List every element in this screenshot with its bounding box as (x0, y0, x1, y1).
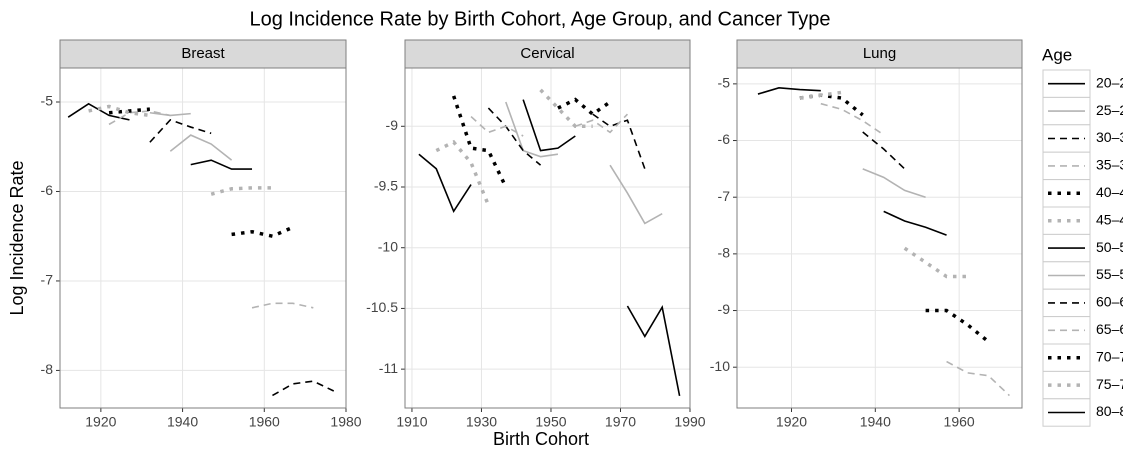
panel-border (736, 67, 1023, 409)
legend-label: 55–59 (1096, 266, 1123, 282)
x-tick-label: 1920 (776, 414, 807, 430)
legend-label: 75–79 (1096, 376, 1123, 392)
x-tick-label: 1970 (605, 414, 636, 430)
y-tick-label: -11 (379, 360, 398, 376)
line (231, 225, 294, 239)
x-tick-label: 1920 (85, 414, 116, 430)
facet-label: Breast (181, 45, 225, 62)
line (149, 111, 191, 117)
line (210, 186, 273, 196)
line (609, 164, 663, 225)
x-tick-label: 1950 (535, 414, 566, 430)
legend-label: 40–44 (1096, 184, 1123, 200)
line (883, 210, 947, 236)
x-axis-label: Birth Cohort (493, 429, 589, 449)
line (108, 110, 171, 126)
legend-label: 80–84 (1096, 403, 1123, 419)
y-tick-label: -9 (386, 117, 399, 133)
line (539, 88, 593, 129)
y-tick-label: -5 (41, 93, 54, 109)
legend-label: 45–49 (1096, 211, 1123, 227)
line (575, 113, 629, 134)
line (190, 159, 253, 170)
line (88, 104, 151, 118)
line (862, 131, 906, 170)
y-tick-label: -10 (710, 358, 730, 374)
legend-label: 25–29 (1096, 102, 1123, 118)
legend-label: 50–54 (1096, 239, 1123, 255)
legend-label: 60–64 (1096, 294, 1123, 310)
line (522, 99, 576, 152)
line (108, 107, 151, 115)
strip (736, 39, 1023, 69)
y-tick-label: -9.5 (374, 178, 398, 194)
y-tick-label: -10.5 (366, 299, 398, 315)
facet-label: Lung (863, 45, 896, 62)
y-axis-label: Log Incidence Rate (7, 160, 27, 315)
plot-background (60, 68, 346, 408)
plot-background (405, 68, 690, 408)
line (757, 87, 821, 95)
line (251, 302, 314, 309)
line (435, 139, 491, 206)
line (470, 115, 524, 137)
legend-label: 30–34 (1096, 129, 1123, 145)
line (149, 118, 212, 143)
line (169, 134, 233, 161)
x-tick-label: 1940 (860, 414, 891, 430)
y-tick-label: -9 (718, 301, 731, 317)
legend-label: 65–69 (1096, 321, 1123, 337)
x-tick-label: 1910 (396, 414, 427, 430)
x-tick-label: 1930 (466, 414, 497, 430)
line (903, 246, 968, 279)
strip (404, 39, 691, 69)
panel-border (59, 67, 347, 409)
y-tick-label: -6 (718, 131, 731, 147)
x-tick-label: 1960 (249, 414, 280, 430)
x-tick-label: 1960 (944, 414, 975, 430)
line (862, 168, 926, 198)
y-tick-label: -7 (718, 188, 731, 204)
strip (59, 39, 347, 69)
line (418, 153, 472, 214)
line (487, 107, 542, 166)
line (557, 97, 612, 117)
legend-label: 70–74 (1096, 348, 1123, 364)
legend-title: Age (1042, 45, 1072, 64)
y-tick-label: -8 (41, 361, 54, 377)
y-tick-label: -5 (718, 75, 731, 91)
panel-border (404, 67, 691, 409)
facet-label: Cervical (520, 45, 574, 62)
plot-background (737, 68, 1022, 408)
x-tick-label: 1980 (330, 414, 361, 430)
legend-label: 35–39 (1096, 157, 1123, 173)
y-tick-label: -6 (41, 182, 54, 198)
x-tick-label: 1990 (674, 414, 705, 430)
y-tick-label: -10 (378, 238, 398, 254)
line (505, 101, 559, 158)
line (799, 90, 843, 100)
chart-title: Log Incidence Rate by Birth Cohort, Age … (249, 8, 830, 30)
y-tick-label: -8 (718, 245, 731, 261)
line (626, 305, 681, 397)
x-tick-label: 1940 (167, 414, 198, 430)
legend-label: 20–24 (1096, 74, 1123, 90)
line (925, 308, 990, 344)
y-tick-label: -7 (41, 272, 54, 288)
